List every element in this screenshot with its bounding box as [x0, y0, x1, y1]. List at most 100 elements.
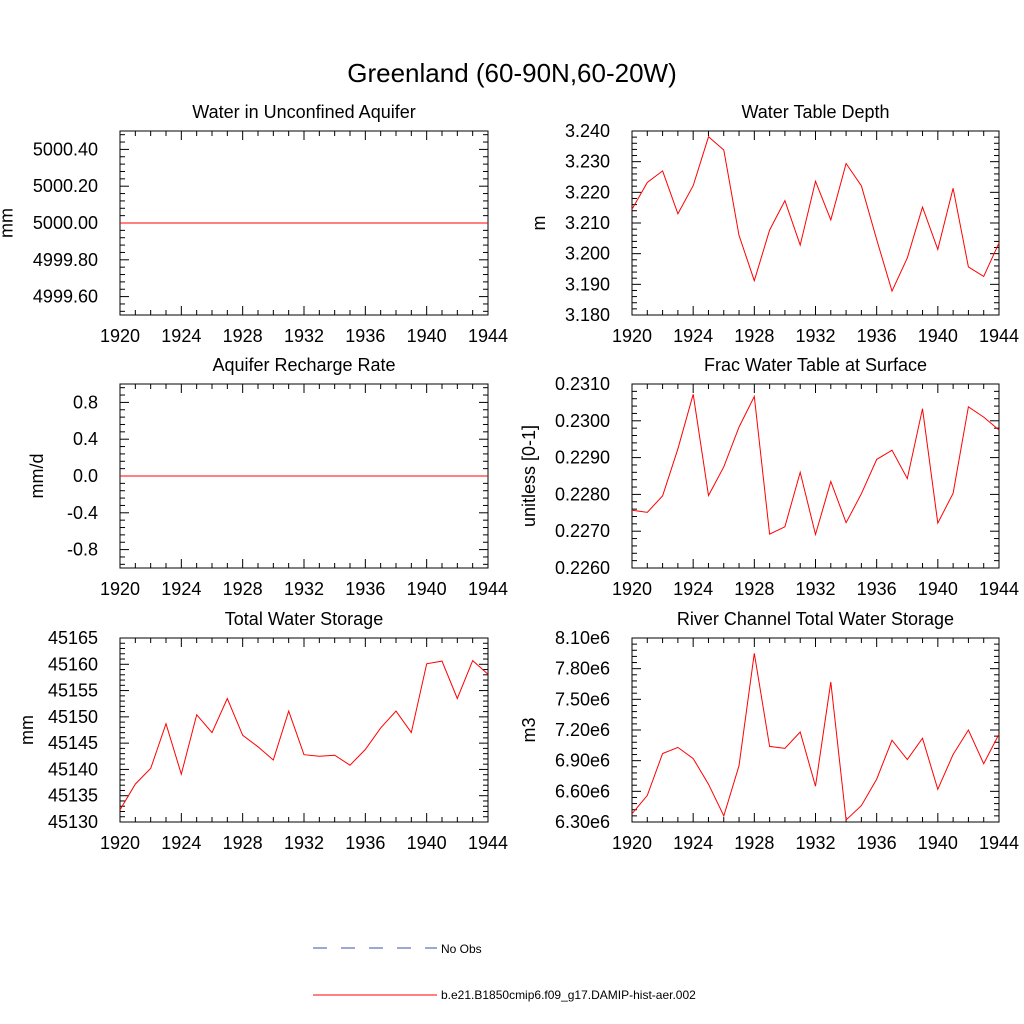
- x-tick-label: 1932: [284, 833, 324, 853]
- y-tick-label: 0.4: [73, 429, 98, 449]
- x-tick-label: 1920: [612, 326, 652, 346]
- x-tick-label: 1928: [223, 579, 263, 599]
- panel-water-in-unconfined-aquifer: Water in Unconfined Aquifer 1920 1924 1928 1…: [0, 102, 508, 346]
- x-tick-label: 1940: [407, 326, 447, 346]
- y-axis-label: mm: [0, 208, 17, 238]
- y-tick-label: 45135: [48, 786, 98, 806]
- panel-title: Aquifer Recharge Rate: [212, 355, 395, 375]
- panel-aquifer-recharge-rate: Aquifer Recharge Rate 1920 1924 1928 1932 193…: [27, 355, 508, 599]
- series-line: [631, 653, 1000, 822]
- x-tick-label: 1924: [673, 326, 713, 346]
- y-tick-label: -0.8: [67, 540, 98, 560]
- x-tick-label: 1928: [223, 833, 263, 853]
- y-axis-label: mm/d: [27, 454, 47, 499]
- x-tick-label: 1920: [100, 326, 140, 346]
- plot-frame: [631, 383, 1000, 569]
- x-tick-label: 1936: [345, 579, 385, 599]
- plot-frame: [119, 637, 489, 823]
- x-tick-label: 1924: [161, 326, 201, 346]
- y-axis-label: m3: [519, 717, 539, 742]
- x-tick-label: 1924: [161, 833, 201, 853]
- y-tick-label: 3.240: [565, 121, 610, 141]
- x-tick-label: 1944: [468, 579, 508, 599]
- y-tick-label: 3.180: [565, 305, 610, 325]
- y-tick-label: 3.220: [565, 182, 610, 202]
- series-line: [631, 394, 1000, 537]
- y-tick-label: -0.4: [67, 503, 98, 523]
- x-tick-label: 1928: [734, 326, 774, 346]
- panel-frac-water-table-at-surface: Frac Water Table at Surface 1920 1924 1928 1…: [519, 355, 1019, 599]
- series-line: [631, 135, 1000, 293]
- panel-total-water-storage: Total Water Storage 1920 1924 1928 1932 1936 1…: [17, 609, 508, 853]
- y-tick-label: 45130: [48, 812, 98, 832]
- y-tick-label: 8.10e6: [555, 628, 610, 648]
- x-tick-label: 1920: [612, 579, 652, 599]
- y-tick-label: 45165: [48, 628, 98, 648]
- y-tick-label: 45140: [48, 759, 98, 779]
- x-tick-label: 1936: [857, 579, 897, 599]
- x-tick-label: 1940: [407, 579, 447, 599]
- figure-title: Greenland (60-90N,60-20W): [347, 58, 677, 88]
- y-tick-label: 6.90e6: [555, 751, 610, 771]
- y-tick-label: 4999.60: [33, 287, 98, 307]
- x-tick-label: 1944: [979, 579, 1019, 599]
- y-axis-label: m: [529, 216, 549, 231]
- plot-frame: [631, 637, 1000, 823]
- y-axis-label: unitless [0-1]: [519, 425, 539, 527]
- x-tick-label: 1940: [918, 579, 958, 599]
- x-tick-label: 1932: [795, 833, 835, 853]
- y-tick-label: 3.210: [565, 213, 610, 233]
- x-tick-label: 1940: [918, 326, 958, 346]
- x-tick-label: 1936: [345, 326, 385, 346]
- x-tick-label: 1944: [979, 833, 1019, 853]
- y-tick-label: 0.2310: [555, 374, 610, 394]
- legend-label-no-obs: No Obs: [441, 942, 482, 956]
- x-tick-label: 1936: [857, 326, 897, 346]
- y-tick-label: 45155: [48, 681, 98, 701]
- y-tick-label: 7.80e6: [555, 659, 610, 679]
- y-tick-label: 6.30e6: [555, 812, 610, 832]
- y-tick-label: 0.2280: [555, 484, 610, 504]
- panel-title: Frac Water Table at Surface: [704, 355, 927, 375]
- y-tick-label: 3.230: [565, 152, 610, 172]
- y-tick-label: 0.2260: [555, 558, 610, 578]
- y-tick-label: 6.60e6: [555, 781, 610, 801]
- panel-title: Water Table Depth: [741, 102, 889, 122]
- y-tick-label: 5000.40: [33, 139, 98, 159]
- y-tick-label: 3.200: [565, 244, 610, 264]
- y-tick-label: 0.2300: [555, 411, 610, 431]
- y-tick-label: 3.190: [565, 274, 610, 294]
- panel-river-channel-total-water-storage: River Channel Total Water Storage 1920 192…: [519, 609, 1019, 853]
- y-tick-label: 5000.20: [33, 176, 98, 196]
- x-tick-label: 1928: [223, 326, 263, 346]
- y-axis-label: mm: [17, 715, 37, 745]
- x-tick-label: 1932: [284, 326, 324, 346]
- x-tick-label: 1944: [468, 326, 508, 346]
- x-tick-label: 1924: [161, 579, 201, 599]
- y-tick-label: 0.2290: [555, 448, 610, 468]
- x-tick-label: 1936: [345, 833, 385, 853]
- y-tick-label: 45145: [48, 733, 98, 753]
- legend: No Obs b.e21.B1850cmip6.f09_g17.DAMIP-hi…: [313, 942, 696, 1002]
- x-tick-label: 1920: [100, 579, 140, 599]
- y-tick-label: 4999.80: [33, 250, 98, 270]
- y-tick-label: 0.8: [73, 392, 98, 412]
- y-tick-label: 7.50e6: [555, 689, 610, 709]
- y-tick-label: 7.20e6: [555, 720, 610, 740]
- x-tick-label: 1924: [673, 833, 713, 853]
- x-tick-label: 1920: [100, 833, 140, 853]
- x-tick-label: 1932: [795, 326, 835, 346]
- x-tick-label: 1932: [795, 579, 835, 599]
- x-tick-label: 1944: [979, 326, 1019, 346]
- x-tick-label: 1944: [468, 833, 508, 853]
- x-tick-label: 1924: [673, 579, 713, 599]
- x-tick-label: 1928: [734, 833, 774, 853]
- x-tick-label: 1936: [857, 833, 897, 853]
- y-tick-label: 45160: [48, 654, 98, 674]
- panel-water-table-depth: Water Table Depth 1920 1924 1928 1932 1936 194…: [529, 102, 1019, 346]
- series-line: [119, 659, 489, 811]
- x-tick-label: 1932: [284, 579, 324, 599]
- y-tick-label: 5000.00: [33, 213, 98, 233]
- x-tick-label: 1928: [734, 579, 774, 599]
